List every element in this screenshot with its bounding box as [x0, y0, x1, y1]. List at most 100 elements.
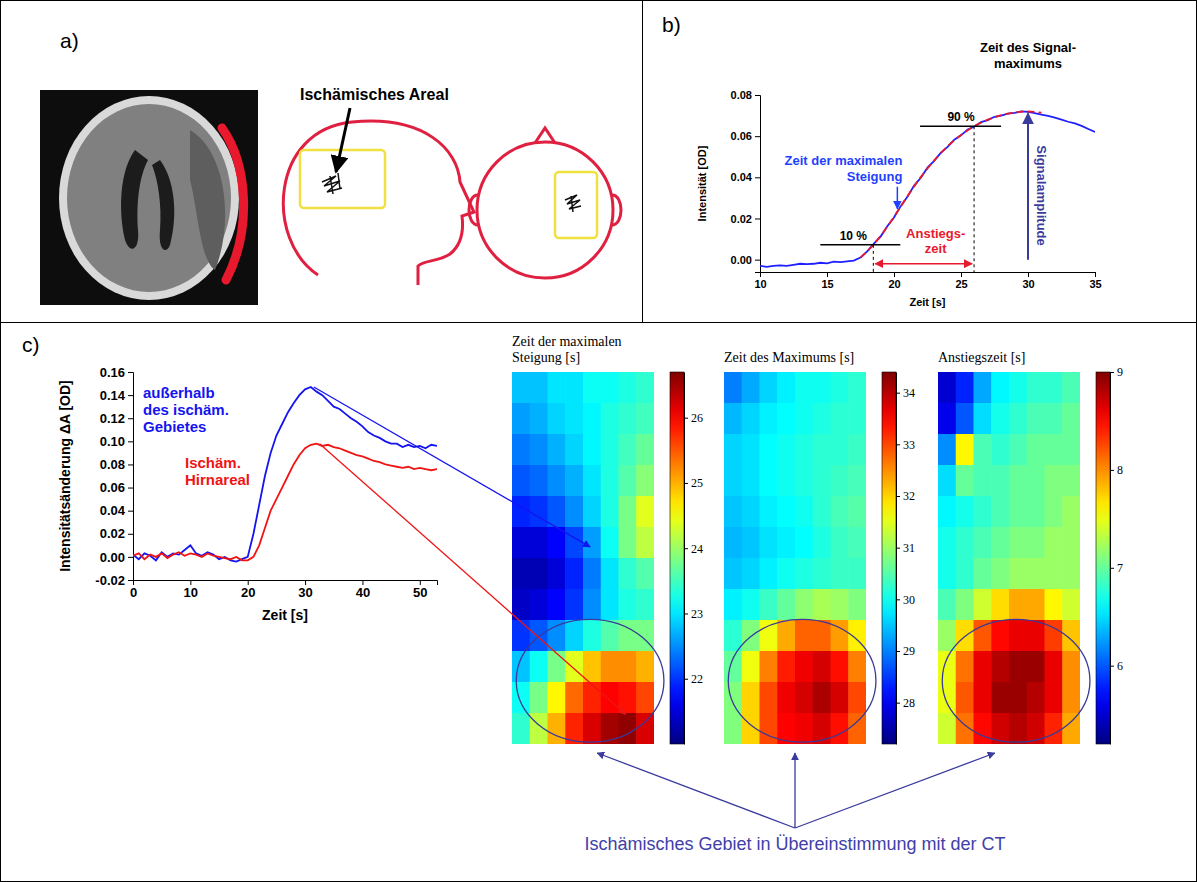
tick: -0.02	[95, 573, 133, 588]
text-line: außerhalb	[143, 384, 215, 401]
cell	[742, 713, 760, 744]
annotation-arrow	[597, 753, 795, 828]
tick: 0.10	[100, 434, 133, 449]
series-line	[760, 111, 1095, 266]
tick: 0	[130, 580, 137, 600]
cell	[724, 589, 742, 621]
cell	[848, 651, 866, 683]
cell	[742, 372, 760, 404]
tick-mark	[1028, 272, 1029, 277]
panel-label: c)	[22, 333, 40, 356]
cell	[848, 465, 866, 497]
annotation: Ischämisches Gebiet in Übereinstimmung m…	[584, 834, 1005, 854]
x-axis-title: Zeit [s]	[262, 607, 308, 623]
level-label: 10 %	[840, 229, 868, 243]
tick-label: 24	[691, 542, 703, 556]
tick-label: 6	[1117, 659, 1123, 673]
cell	[601, 496, 619, 528]
cell	[938, 527, 956, 559]
cell	[565, 465, 583, 497]
region-outline	[728, 619, 876, 742]
colorbar-axis: 2223242526	[684, 373, 703, 745]
cell	[795, 372, 813, 404]
tick: 34	[896, 386, 915, 400]
guide-line	[974, 126, 975, 272]
cell	[512, 465, 530, 497]
cell	[565, 527, 583, 559]
cell	[548, 589, 566, 621]
text-line: zeit	[925, 241, 947, 256]
tick: 25	[955, 272, 967, 290]
cell	[760, 682, 778, 714]
nose	[535, 128, 555, 143]
cell	[1027, 558, 1045, 590]
x-axis: 101520253035	[754, 272, 1101, 290]
tick: 0.06	[100, 480, 133, 495]
cell	[1045, 527, 1063, 559]
cell	[548, 651, 566, 683]
tick: 10	[184, 580, 198, 600]
cell	[742, 465, 760, 497]
series-label: außerhalbdes ischäm.Gebietes	[143, 384, 229, 435]
cell	[548, 713, 566, 744]
link-arrow	[320, 444, 626, 715]
cell	[795, 682, 813, 714]
tick-mark	[896, 599, 900, 600]
tick-label: 35	[1089, 278, 1101, 290]
cell	[565, 682, 583, 714]
cell	[1027, 713, 1045, 744]
x-axis: 01020304050	[130, 580, 438, 600]
tick-mark	[128, 534, 133, 535]
cell	[1062, 651, 1080, 683]
axis-line	[896, 373, 897, 745]
tick-label: 50	[413, 585, 427, 600]
cell	[565, 496, 583, 528]
cell	[1009, 713, 1027, 744]
cell	[512, 713, 530, 744]
tick-label: 28	[903, 696, 915, 710]
tick-mark	[755, 136, 760, 137]
tick: 35	[1089, 272, 1101, 290]
cell	[530, 403, 548, 435]
cell	[1009, 496, 1027, 528]
tick: 22	[684, 672, 703, 686]
cell	[601, 372, 619, 404]
tick: 15	[821, 272, 833, 290]
cell	[724, 403, 742, 435]
tick-label: -0.02	[95, 573, 125, 588]
tick-mark	[755, 177, 760, 178]
cell	[1009, 620, 1027, 652]
cell	[777, 527, 795, 559]
cell	[956, 496, 974, 528]
cell	[565, 434, 583, 466]
tick-mark	[684, 679, 688, 680]
cell	[1027, 434, 1045, 466]
cell	[1045, 403, 1063, 435]
cell	[813, 403, 831, 435]
cell	[601, 620, 619, 652]
axis-line	[128, 373, 134, 581]
text-line: Zeit des Signal-	[980, 40, 1076, 55]
probe	[565, 195, 581, 212]
cell	[530, 434, 548, 466]
cell	[724, 465, 742, 497]
colorbar-axis: 28293031323334	[896, 373, 915, 745]
colorbar	[882, 372, 896, 744]
tick: 0.08	[100, 457, 133, 472]
text-line: Anstiegs-	[906, 226, 965, 241]
cell	[742, 589, 760, 621]
tick-label: 20	[888, 278, 900, 290]
cell	[512, 651, 530, 683]
tick: 26	[684, 411, 703, 425]
head-side	[283, 121, 474, 285]
tick-label: 9	[1117, 365, 1123, 379]
tick: 0.08	[731, 89, 760, 101]
cell	[1045, 496, 1063, 528]
cell	[636, 682, 654, 714]
cell	[512, 372, 530, 404]
text-line: Steigung [s]	[512, 350, 580, 365]
cell	[583, 620, 601, 652]
tick: 33	[896, 438, 915, 452]
cell	[1045, 682, 1063, 714]
tick-label: 0.02	[731, 213, 752, 225]
